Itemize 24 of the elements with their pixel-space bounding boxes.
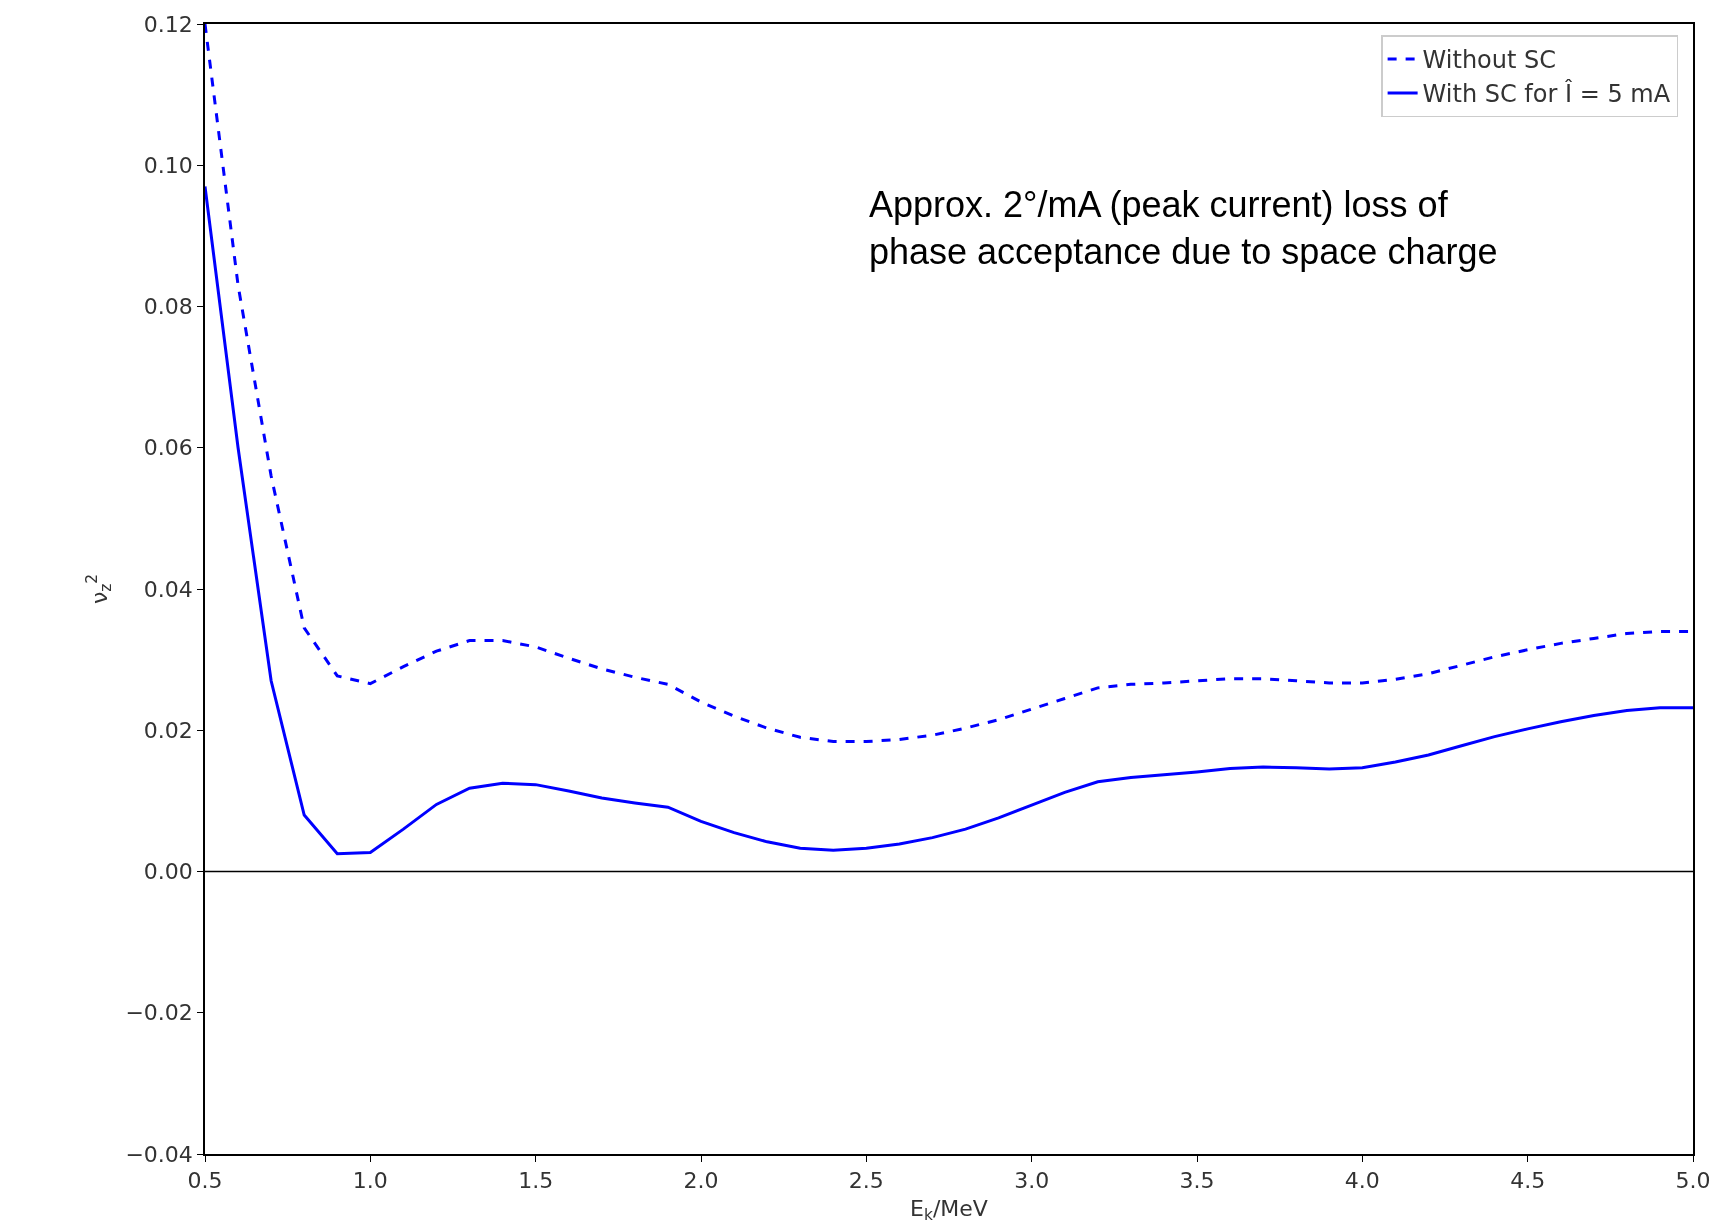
x-tick-label: 5.0: [1675, 1168, 1711, 1194]
x-tick-label: 3.5: [1179, 1168, 1215, 1194]
annotation: Approx. 2°/mA (peak current) loss of phase acceptance due to space charge: [869, 184, 1498, 272]
x-tick-label: 2.0: [683, 1168, 719, 1194]
x-tick-label: 1.0: [352, 1168, 388, 1194]
y-tick-label: 0.02: [143, 717, 193, 743]
y-tick-label: 0.08: [143, 294, 193, 320]
x-tick-label: 4.5: [1510, 1168, 1546, 1194]
y-tick-label: 0.12: [143, 11, 193, 37]
x-tick-label: 4.0: [1344, 1168, 1380, 1194]
x-tick-label: 2.5: [848, 1168, 884, 1194]
y-tick-label: −0.02: [125, 1000, 193, 1026]
legend-label: With SC for Î = 5 mA: [1422, 79, 1671, 109]
line-series: [205, 184, 1693, 856]
x-tick-label: 0.5: [187, 1168, 223, 1194]
x-axis-title: E$_{k}$/MeV: [910, 1195, 988, 1225]
legend-label: Without SC: [1422, 46, 1557, 75]
x-tick-label: 3.0: [1014, 1168, 1050, 1194]
y-tick-label: −0.04: [125, 1141, 193, 1167]
y-tick-label: 0.10: [143, 152, 193, 178]
y-tick-label: 0.00: [143, 859, 193, 885]
y-tick-label: 0.06: [143, 435, 193, 461]
x-tick-label: 1.5: [518, 1168, 554, 1194]
y-tick-label: 0.04: [143, 576, 193, 602]
